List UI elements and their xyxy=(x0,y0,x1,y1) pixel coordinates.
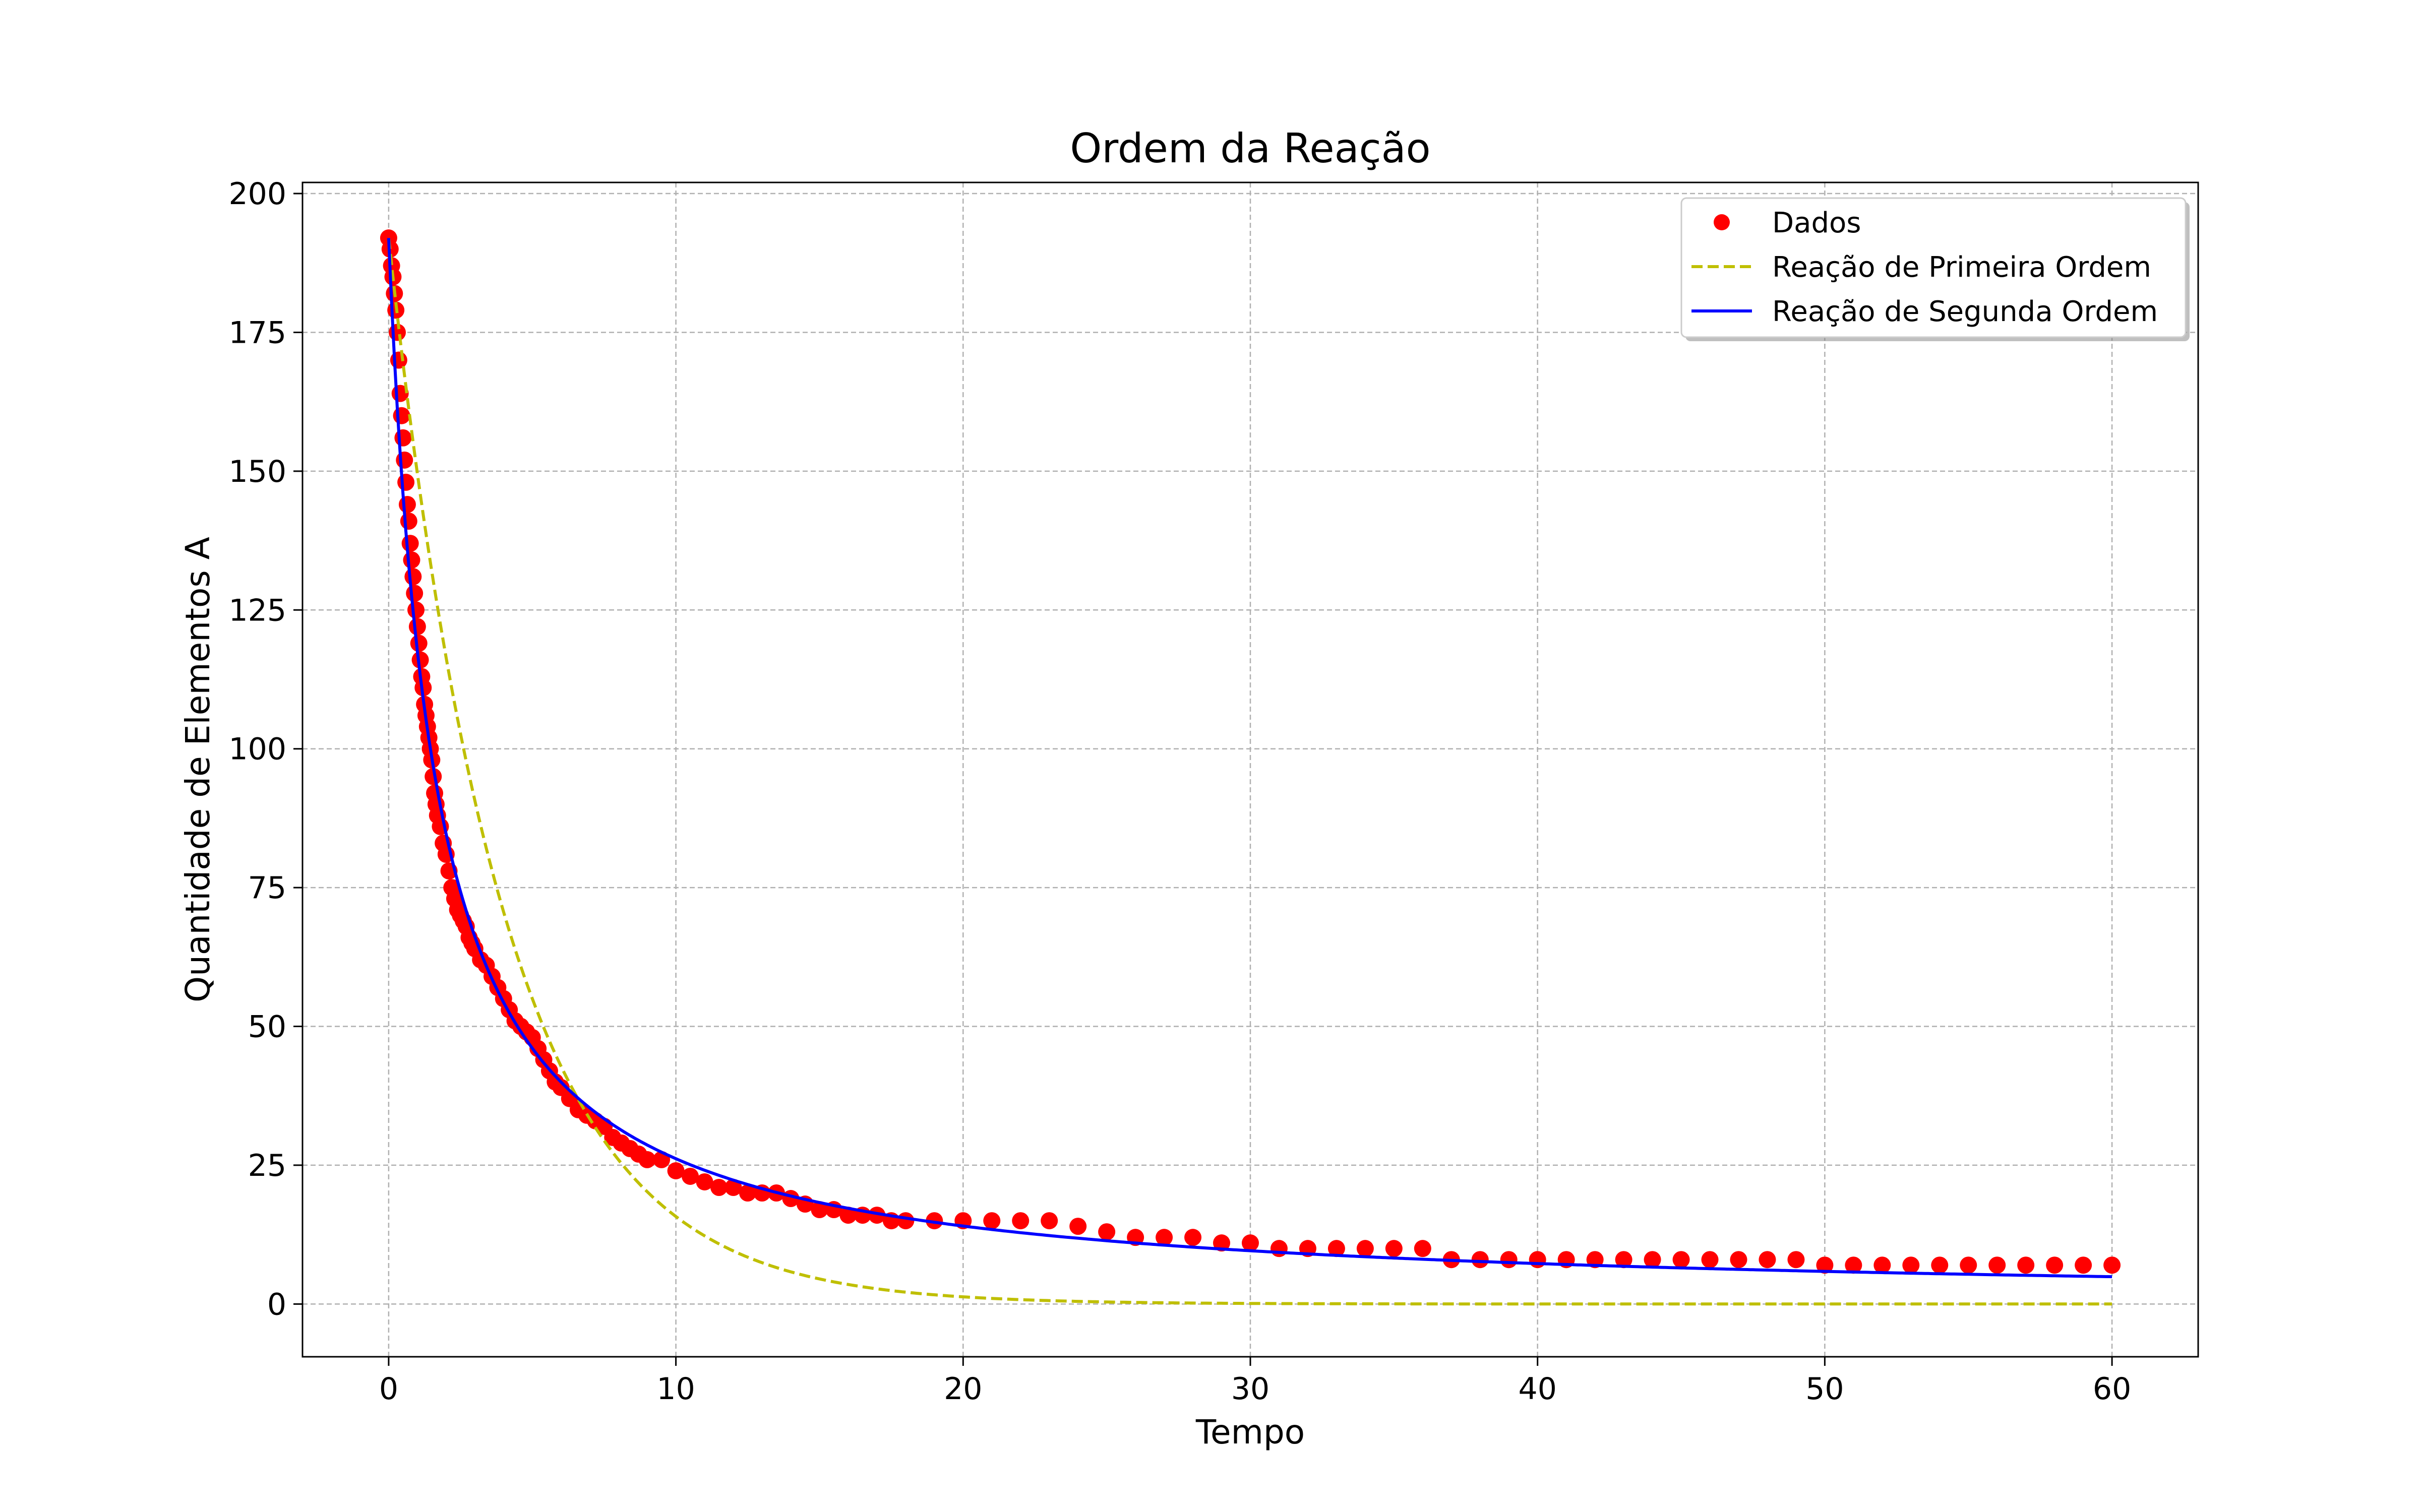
legend-label: Dados xyxy=(1772,207,1861,239)
data-point xyxy=(1701,1251,1719,1269)
data-point xyxy=(1041,1212,1058,1230)
series-layer xyxy=(380,229,2121,1306)
data-point xyxy=(1270,1240,1288,1257)
data-point xyxy=(839,1207,857,1224)
legend-marker xyxy=(1714,214,1730,230)
data-point xyxy=(1615,1251,1632,1269)
data-point xyxy=(1500,1251,1518,1269)
first-order-curve xyxy=(387,237,2112,1306)
data-point xyxy=(1356,1240,1374,1257)
data-point xyxy=(408,618,426,636)
legend-entry: Reação de Segunda Ordem xyxy=(1691,295,2158,328)
data-point xyxy=(739,1184,757,1202)
y-tick-label: 0 xyxy=(267,1287,286,1322)
data-point xyxy=(1644,1251,1661,1269)
grid xyxy=(302,182,2198,1357)
data-point xyxy=(1385,1240,1403,1257)
data-point xyxy=(396,451,413,469)
chart-title: Ordem da Reação xyxy=(1070,125,1430,172)
data-point xyxy=(1988,1256,2006,1274)
data-point xyxy=(811,1201,828,1219)
data-point xyxy=(403,551,420,569)
y-tick-label: 25 xyxy=(248,1148,286,1183)
x-axis-title: Tempo xyxy=(1195,1413,1305,1452)
x-tick-label: 30 xyxy=(1231,1371,1269,1407)
data-point xyxy=(638,1151,656,1168)
data-point xyxy=(411,651,429,669)
data-point xyxy=(398,495,416,513)
data-point xyxy=(1156,1229,1173,1246)
y-tick-label: 175 xyxy=(228,315,286,350)
data-point xyxy=(401,535,419,552)
x-tick-label: 60 xyxy=(2093,1371,2131,1407)
data-point xyxy=(394,429,412,447)
data-point xyxy=(1960,1256,1977,1274)
data-point xyxy=(1184,1229,1202,1246)
data-point xyxy=(406,585,424,602)
x-tick-label: 50 xyxy=(1805,1371,1844,1407)
data-point xyxy=(682,1167,699,1185)
data-point xyxy=(397,473,415,491)
data-point xyxy=(696,1173,713,1190)
data-point xyxy=(1845,1256,1862,1274)
data-point xyxy=(667,1162,685,1179)
x-tick-label: 10 xyxy=(656,1371,695,1407)
x-tick-label: 40 xyxy=(1519,1371,1557,1407)
legend-label: Reação de Segunda Ordem xyxy=(1772,295,2158,328)
y-tick-label: 100 xyxy=(228,732,286,767)
data-point xyxy=(2017,1256,2035,1274)
data-point xyxy=(1672,1251,1690,1269)
y-tick-label: 50 xyxy=(248,1010,286,1045)
axis-ticks: 0 10 20 30 40 50 60 0 25 50 75 100 125 150 175 200 xyxy=(228,176,2131,1407)
data-point xyxy=(2075,1256,2092,1274)
legend-entry: Reação de Primeira Ordem xyxy=(1691,251,2151,284)
data-point xyxy=(1327,1240,1345,1257)
data-point xyxy=(1069,1218,1087,1235)
legend: Dados Reação de Primeira Ordem Reação de S… xyxy=(1680,197,2190,341)
second-order-curve xyxy=(387,238,2112,1279)
data-point xyxy=(868,1207,886,1224)
data-point xyxy=(1730,1251,1747,1269)
data-point xyxy=(1787,1251,1805,1269)
data-point xyxy=(393,407,410,424)
x-tick-label: 20 xyxy=(944,1371,982,1407)
legend-label: Reação de Primeira Ordem xyxy=(1772,251,2151,284)
data-point xyxy=(1414,1240,1431,1257)
data-point xyxy=(407,601,425,619)
y-tick-label: 125 xyxy=(228,593,286,628)
data-point xyxy=(724,1178,742,1196)
y-tick-label: 150 xyxy=(228,454,286,489)
data-point xyxy=(2103,1256,2121,1274)
data-point xyxy=(1012,1212,1030,1230)
data-point xyxy=(400,513,417,530)
data-point xyxy=(1902,1256,1920,1274)
y-axis-title: Quantidade de Elementos A xyxy=(178,537,217,1002)
data-point xyxy=(710,1178,728,1196)
y-tick-label: 75 xyxy=(248,870,286,906)
data-point xyxy=(1471,1251,1489,1269)
data-point xyxy=(897,1212,915,1230)
data-point xyxy=(410,635,428,652)
x-tick-label: 0 xyxy=(379,1371,398,1407)
data-point xyxy=(1873,1256,1891,1274)
data-point xyxy=(1098,1223,1116,1241)
data-point xyxy=(983,1212,1001,1230)
data-point xyxy=(1529,1251,1546,1269)
y-tick-label: 200 xyxy=(228,176,286,212)
legend-box xyxy=(1680,197,2187,338)
legend-entry: Dados xyxy=(1714,207,1861,239)
data-point xyxy=(404,568,422,586)
data-point xyxy=(425,768,442,785)
data-point xyxy=(1242,1234,1259,1252)
data-point xyxy=(2046,1256,2064,1274)
data-point xyxy=(1931,1256,1949,1274)
data-point xyxy=(1816,1256,1834,1274)
data-point xyxy=(1759,1251,1776,1269)
